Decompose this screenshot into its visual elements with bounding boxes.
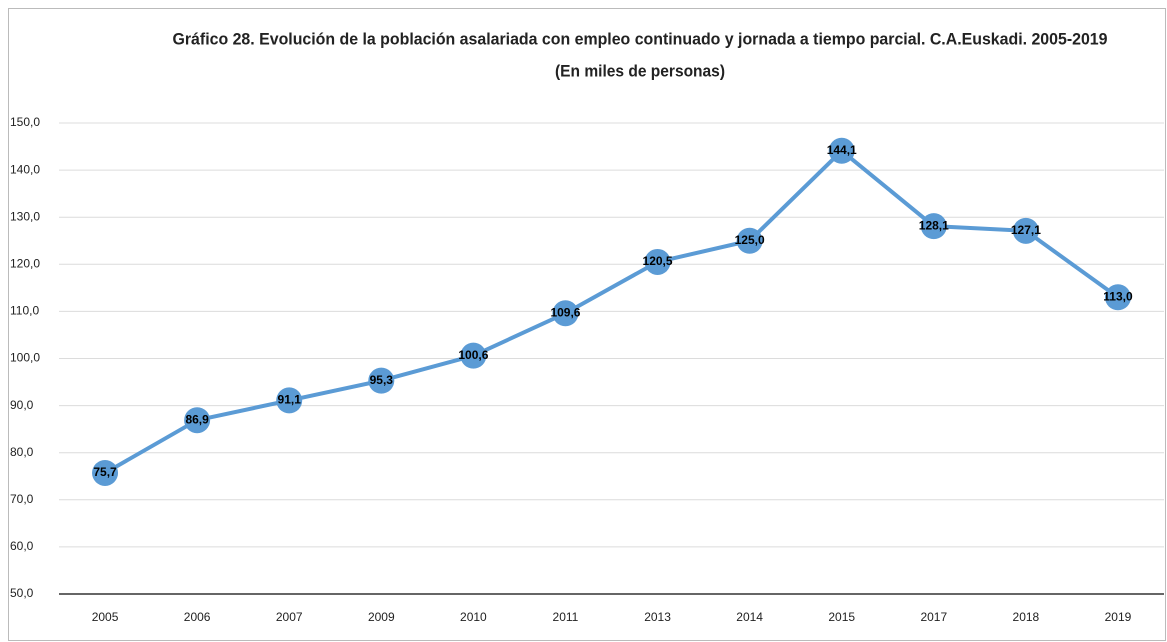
x-tick-label: 2015 xyxy=(828,610,855,624)
y-tick-label: 110,0 xyxy=(10,304,39,318)
y-tick-label: 150,0 xyxy=(10,115,40,129)
y-tick-label: 60,0 xyxy=(10,539,34,553)
x-tick-label: 2017 xyxy=(920,610,947,624)
data-label: 100,6 xyxy=(458,348,488,362)
data-label: 109,6 xyxy=(550,305,580,319)
point xyxy=(1104,284,1131,311)
x-tick-label: 2018 xyxy=(1013,610,1040,624)
point xyxy=(276,387,303,414)
data-label: 125,0 xyxy=(735,233,765,247)
x-tick-label: 2007 xyxy=(276,610,303,624)
point xyxy=(368,367,395,394)
chart-title: Gráfico 28. Evolución de la población as… xyxy=(173,29,1108,48)
chart-border xyxy=(8,8,1166,641)
y-tick-label: 70,0 xyxy=(10,492,34,506)
point xyxy=(828,137,855,164)
x-tick-label: 2010 xyxy=(460,610,487,624)
data-label: 120,5 xyxy=(643,254,673,268)
x-tick-label: 2013 xyxy=(644,610,671,624)
x-tick-label: 2006 xyxy=(184,610,211,624)
x-tick-label: 2009 xyxy=(368,610,395,624)
y-tick-label: 90,0 xyxy=(10,398,34,412)
chart-subtitle: (En miles de personas) xyxy=(555,61,725,80)
point xyxy=(644,248,671,275)
point xyxy=(736,227,763,254)
y-tick-label: 50,0 xyxy=(10,586,34,600)
data-label: 127,1 xyxy=(1011,223,1041,237)
x-tick-label: 2019 xyxy=(1105,610,1132,624)
point xyxy=(920,213,947,240)
y-tick-label: 80,0 xyxy=(10,445,34,459)
y-tick-label: 120,0 xyxy=(10,256,40,270)
point xyxy=(184,407,211,434)
point xyxy=(552,300,579,327)
y-tick-label: 140,0 xyxy=(10,162,40,176)
line xyxy=(104,148,1120,475)
point xyxy=(460,342,487,369)
data-label: 86,9 xyxy=(185,412,209,426)
x-tick-label: 2005 xyxy=(92,610,119,624)
data-label: 95,3 xyxy=(370,373,394,387)
data-label: 91,1 xyxy=(278,393,302,407)
point xyxy=(1012,217,1039,244)
data-label: 75,7 xyxy=(93,465,117,479)
y-tick-label: 100,0 xyxy=(10,351,40,365)
x-tick-label: 2014 xyxy=(736,610,763,624)
data-label: 128,1 xyxy=(919,218,949,232)
data-label: 113,0 xyxy=(1103,289,1133,303)
y-tick-label: 130,0 xyxy=(10,209,40,223)
x-tick-label: 2011 xyxy=(553,610,579,624)
point xyxy=(92,459,119,486)
data-label: 144,1 xyxy=(827,143,857,157)
